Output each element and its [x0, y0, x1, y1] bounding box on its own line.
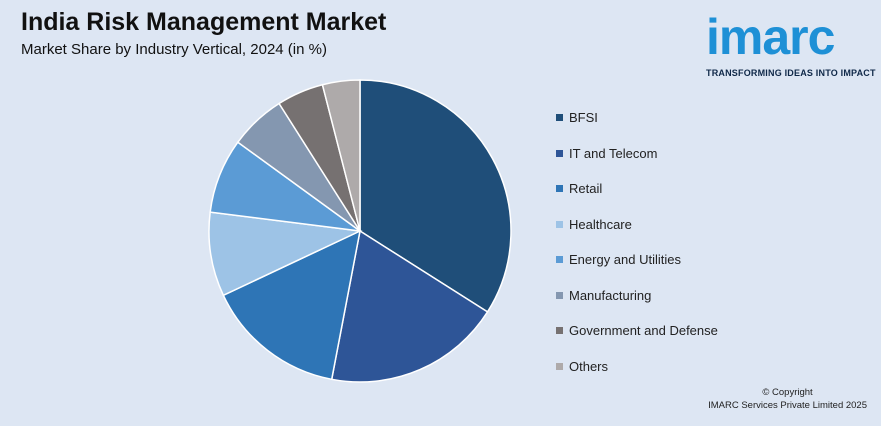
chart-title: India Risk Management Market [21, 8, 387, 36]
pie-slice-bfsi [359, 79, 512, 313]
legend-swatch [556, 256, 563, 264]
legend-item-bfsi: BFSI [556, 100, 718, 136]
legend-label: BFSI [569, 110, 598, 126]
legend-item-government-and-defense: Government and Defense [556, 313, 718, 349]
legend-item-energy-and-utilities: Energy and Utilities [556, 242, 718, 278]
legend-item-manufacturing: Manufacturing [556, 278, 718, 314]
logo-tagline: TRANSFORMING IDEAS INTO IMPACT [706, 68, 876, 78]
legend-label: IT and Telecom [569, 145, 658, 161]
chart-legend: BFSI IT and Telecom Retail Healthcare Energy… [556, 100, 718, 384]
legend-swatch [556, 291, 563, 299]
legend-swatch [556, 327, 563, 335]
legend-swatch [556, 220, 563, 228]
legend-item-retail: Retail [556, 171, 718, 207]
legend-swatch [556, 362, 563, 370]
logo-wordmark: imarc [706, 9, 835, 65]
imarc-logo: imarc TRANSFORMING IDEAS INTO IMPACT [700, 6, 875, 86]
copyright-notice: © Copyright IMARC Services Private Limit… [708, 386, 867, 412]
copyright-line-2: IMARC Services Private Limited 2025 [708, 400, 867, 411]
legend-swatch [556, 185, 563, 193]
legend-item-others: Others [556, 349, 718, 385]
legend-swatch [556, 149, 563, 157]
legend-label: Others [569, 358, 609, 374]
legend-item-healthcare: Healthcare [556, 207, 718, 243]
copyright-line-1: © Copyright [762, 387, 813, 398]
chart-subtitle: Market Share by Industry Vertical, 2024 … [21, 41, 327, 58]
pie-slice-healthcare [208, 211, 363, 297]
legend-item-it-and-telecom: IT and Telecom [556, 136, 718, 172]
pie-chart [208, 79, 512, 383]
legend-label: Energy and Utilities [569, 252, 681, 268]
legend-label: Retail [569, 181, 603, 197]
legend-label: Manufacturing [569, 287, 652, 303]
legend-label: Healthcare [569, 216, 632, 232]
pie-slice-retail [222, 229, 362, 381]
pie-slice-it-and-telecom [330, 229, 489, 383]
legend-swatch [556, 114, 563, 122]
pie-slice-others [321, 79, 361, 232]
legend-label: Government and Defense [569, 323, 718, 339]
